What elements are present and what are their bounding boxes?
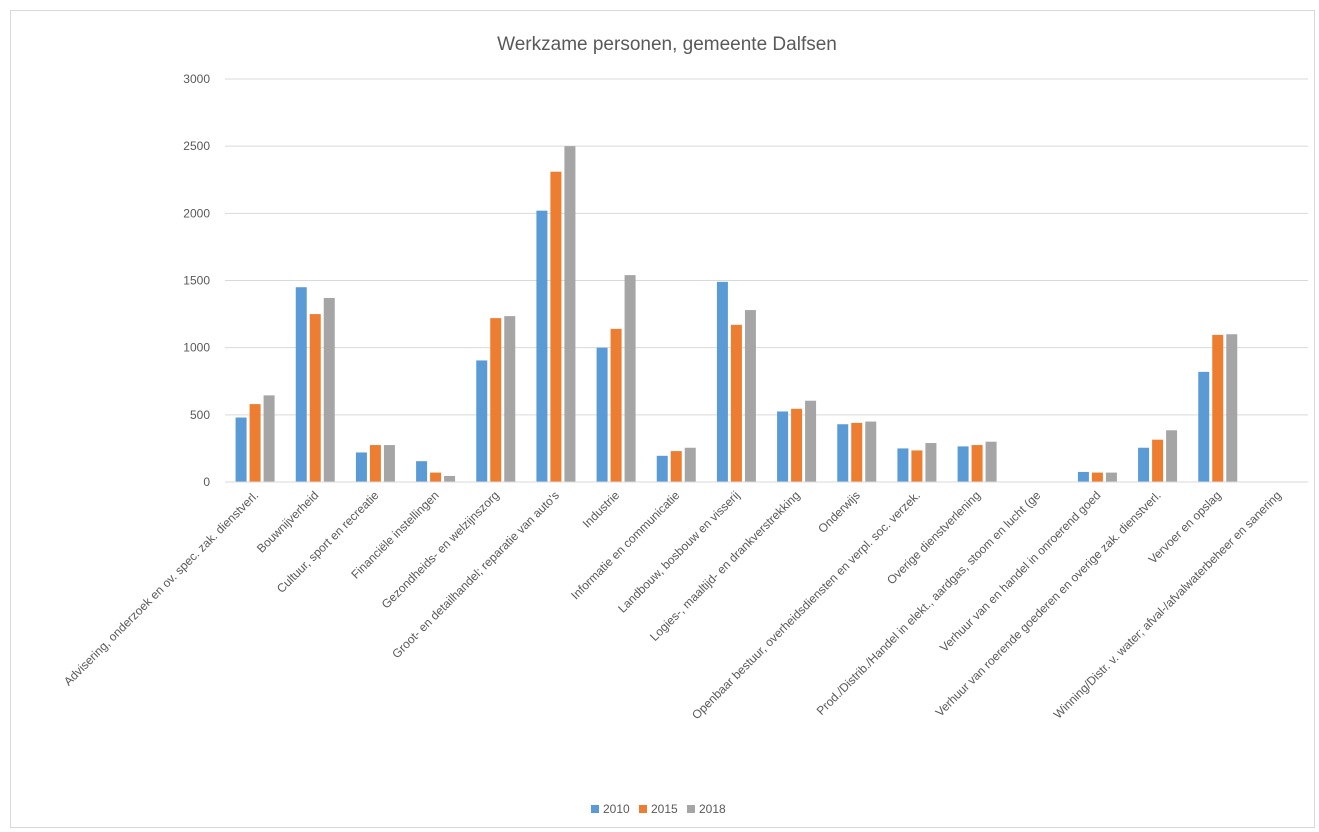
legend-swatch-2018 bbox=[687, 805, 695, 813]
x-category-label: Prod./Distrib./Handel in elekt., aardgas… bbox=[814, 488, 1044, 718]
y-tick-label: 2500 bbox=[183, 139, 210, 153]
bar-2018 bbox=[383, 445, 395, 482]
x-category-label: Informatie en communicatie bbox=[568, 488, 682, 602]
bar-2015 bbox=[249, 404, 261, 482]
bar-2018 bbox=[1166, 430, 1178, 482]
bar-2018 bbox=[805, 400, 817, 482]
y-tick-label: 2000 bbox=[183, 206, 210, 220]
bar-2018 bbox=[684, 447, 696, 482]
bar-2010 bbox=[897, 448, 909, 482]
x-category-label: Cultuur, sport en recreatie bbox=[274, 488, 382, 596]
bar-2015 bbox=[610, 328, 622, 482]
bar-2018 bbox=[865, 421, 877, 482]
bar-2015 bbox=[851, 422, 863, 482]
legend-swatch-2010 bbox=[591, 805, 599, 813]
legend-label: 2018 bbox=[699, 802, 726, 816]
bar-2018 bbox=[1226, 334, 1238, 482]
bar-2015 bbox=[1152, 439, 1164, 482]
bar-2015 bbox=[730, 324, 742, 482]
bar-2018 bbox=[1105, 472, 1117, 482]
bar-2015 bbox=[550, 171, 562, 482]
y-tick-label: 0 bbox=[203, 475, 210, 489]
bar-2010 bbox=[596, 347, 608, 482]
bar-2018 bbox=[624, 275, 636, 482]
bar-2015 bbox=[369, 445, 381, 482]
legend-label: 2010 bbox=[603, 802, 630, 816]
bar-2010 bbox=[295, 287, 307, 482]
bar-2015 bbox=[1091, 472, 1103, 482]
bar-2010 bbox=[656, 455, 668, 482]
y-tick-label: 500 bbox=[190, 408, 210, 422]
bar-2018 bbox=[925, 443, 937, 482]
y-tick-label: 3000 bbox=[183, 72, 210, 86]
bar-2010 bbox=[416, 461, 428, 482]
x-category-label: Industrie bbox=[580, 488, 623, 531]
bar-2010 bbox=[1198, 371, 1210, 482]
x-category-label: Verhuur van roerende goederen en overige… bbox=[933, 488, 1164, 719]
bar-2015 bbox=[670, 451, 682, 482]
y-tick-label: 1000 bbox=[183, 341, 210, 355]
bar-2018 bbox=[985, 441, 997, 482]
y-tick-label: 1500 bbox=[183, 274, 210, 288]
bar-2010 bbox=[1138, 447, 1150, 482]
bar-2010 bbox=[777, 411, 789, 482]
bar-2010 bbox=[716, 281, 728, 482]
x-category-label: Advisering, onderzoek en ov. spec. zak. … bbox=[61, 488, 261, 688]
bar-2010 bbox=[536, 210, 548, 482]
x-category-label: Openbaar bestuur, overheidsdiensten en v… bbox=[689, 488, 923, 722]
bar-2018 bbox=[564, 146, 576, 482]
legend-label: 2015 bbox=[651, 802, 678, 816]
bar-2018 bbox=[504, 316, 516, 482]
x-category-label: Gezondheids- en welzijnszorg bbox=[379, 488, 502, 611]
bar-2018 bbox=[744, 310, 756, 482]
x-category-label: Winning/Distr. v. water; afval-/afvalwat… bbox=[1051, 488, 1284, 721]
bar-2010 bbox=[837, 424, 849, 482]
x-category-label: Onderwijs bbox=[815, 488, 863, 536]
bar-2015 bbox=[911, 450, 923, 482]
legend: 2010 2015 2018 bbox=[591, 802, 726, 816]
bar-2015 bbox=[791, 408, 803, 482]
bar-2015 bbox=[971, 445, 983, 482]
bar-2018 bbox=[263, 395, 275, 482]
bar-2010 bbox=[957, 446, 969, 482]
bar-2015 bbox=[1212, 334, 1224, 482]
y-axis-ticks: 0 500 1000 1500 2000 2500 3000 bbox=[183, 72, 210, 489]
bar-2010 bbox=[476, 360, 488, 482]
x-category-label: Landbouw, bosbouw en visserij bbox=[615, 488, 742, 615]
bar-2015 bbox=[490, 318, 502, 482]
bar-2015 bbox=[430, 472, 442, 482]
bar-2010 bbox=[235, 417, 247, 482]
x-category-label: Bouwnijverheid bbox=[254, 488, 321, 555]
chart-frame: Werkzame personen, gemeente Dalfsen 0 500… bbox=[10, 10, 1315, 828]
bar-2018 bbox=[323, 297, 335, 482]
gridlines bbox=[225, 78, 1308, 416]
bar-2018 bbox=[444, 475, 456, 482]
bar-2010 bbox=[1077, 471, 1089, 482]
x-axis-category-labels: Advisering, onderzoek en ov. spec. zak. … bbox=[61, 488, 1284, 722]
chart-title: Werkzame personen, gemeente Dalfsen bbox=[497, 34, 837, 55]
legend-swatch-2015 bbox=[639, 805, 647, 813]
bar-2010 bbox=[355, 452, 367, 482]
bar-2015 bbox=[309, 314, 321, 482]
bars bbox=[235, 146, 1238, 482]
bar-chart: Werkzame personen, gemeente Dalfsen 0 500… bbox=[61, 34, 1308, 816]
